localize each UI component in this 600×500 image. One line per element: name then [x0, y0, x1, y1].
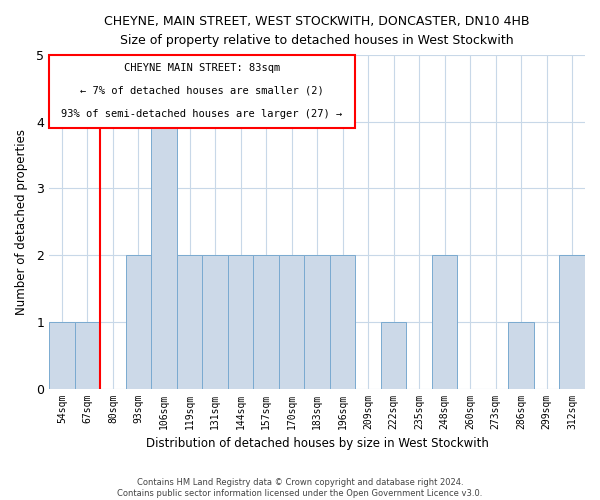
Bar: [508, 322, 534, 388]
Title: CHEYNE, MAIN STREET, WEST STOCKWITH, DONCASTER, DN10 4HB
Size of property relati: CHEYNE, MAIN STREET, WEST STOCKWITH, DON…: [104, 15, 530, 47]
Bar: [559, 255, 585, 388]
Text: CHEYNE MAIN STREET: 83sqm: CHEYNE MAIN STREET: 83sqm: [124, 64, 280, 74]
Bar: [304, 255, 330, 388]
Bar: [279, 255, 304, 388]
Bar: [330, 255, 355, 388]
Bar: [126, 255, 151, 388]
Y-axis label: Number of detached properties: Number of detached properties: [15, 129, 28, 315]
Bar: [151, 122, 177, 388]
Text: ← 7% of detached houses are smaller (2): ← 7% of detached houses are smaller (2): [80, 86, 324, 96]
Text: 93% of semi-detached houses are larger (27) →: 93% of semi-detached houses are larger (…: [61, 109, 343, 119]
X-axis label: Distribution of detached houses by size in West Stockwith: Distribution of detached houses by size …: [146, 437, 488, 450]
Text: Contains HM Land Registry data © Crown copyright and database right 2024.
Contai: Contains HM Land Registry data © Crown c…: [118, 478, 482, 498]
Bar: [177, 255, 202, 388]
Bar: [49, 322, 75, 388]
Bar: [228, 255, 253, 388]
Bar: [432, 255, 457, 388]
Bar: [381, 322, 406, 388]
Bar: [75, 322, 100, 388]
Bar: [202, 255, 228, 388]
Bar: [253, 255, 279, 388]
